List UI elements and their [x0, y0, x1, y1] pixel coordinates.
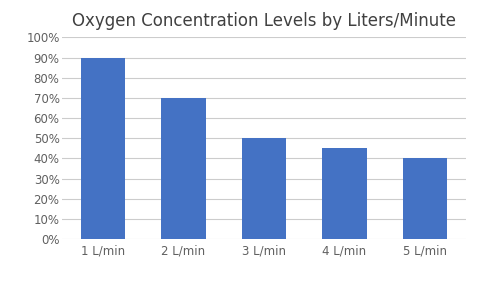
Title: Oxygen Concentration Levels by Liters/Minute: Oxygen Concentration Levels by Liters/Mi…	[72, 12, 456, 30]
Bar	[403, 158, 447, 239]
Bar	[323, 148, 367, 239]
Bar	[81, 58, 125, 239]
Bar	[161, 98, 205, 239]
Bar	[242, 138, 286, 239]
